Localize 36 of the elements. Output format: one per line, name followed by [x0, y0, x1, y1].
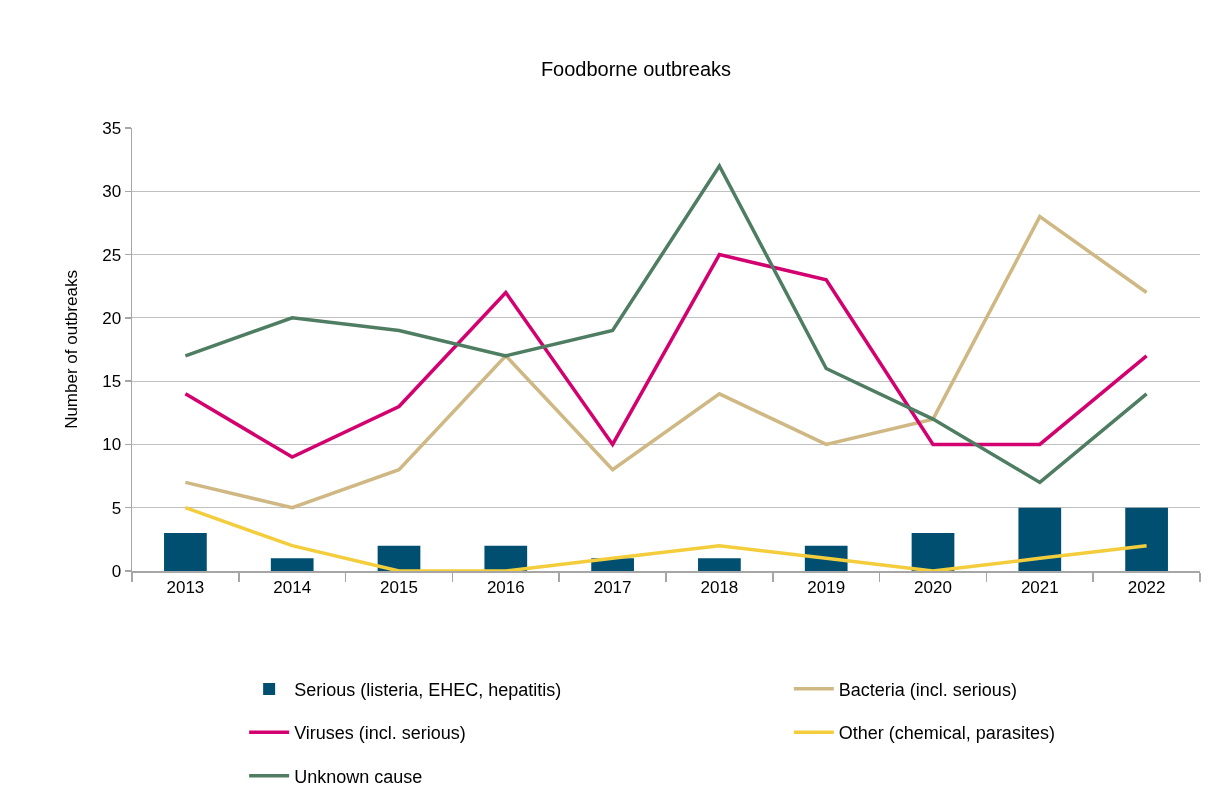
x-tick-label: 2020 — [914, 577, 952, 597]
x-tick-label: 2021 — [1020, 577, 1059, 597]
y-tick-label: 25 — [102, 245, 122, 265]
x-tick-label: 2014 — [273, 577, 312, 597]
bar — [164, 533, 207, 571]
bar — [484, 545, 528, 571]
y-axis-title: Number of outbreaks — [61, 270, 81, 429]
y-tick-label: 5 — [111, 498, 122, 518]
x-tick-label: 2019 — [807, 577, 846, 597]
x-tick-label: 2013 — [166, 577, 205, 597]
y-tick-label: 15 — [102, 372, 122, 392]
line-series — [183, 164, 1149, 485]
line-series — [183, 505, 1149, 571]
legend-label: Other (chemical, parasites) — [838, 723, 1055, 744]
y-tick-label: 20 — [102, 308, 122, 328]
x-tick-label: 2017 — [593, 577, 632, 597]
y-tick-label: 30 — [102, 182, 122, 202]
line-series — [183, 214, 1149, 510]
legend-label: Serious (listeria, EHEC, hepatitis) — [294, 679, 562, 700]
legend-label: Viruses (incl. serious) — [294, 723, 466, 744]
x-tick-label: 2018 — [700, 577, 739, 597]
bar — [911, 533, 955, 571]
bar — [270, 558, 314, 571]
legend-label: Unknown cause — [294, 766, 423, 787]
bar — [1125, 507, 1168, 571]
bar — [698, 558, 741, 571]
line-series — [183, 252, 1149, 459]
chart-title: Foodborne outbreaks — [540, 57, 732, 80]
bar — [1018, 507, 1062, 571]
x-tick-label: 2015 — [380, 577, 418, 597]
x-tick-label: 2022 — [1127, 577, 1166, 597]
y-tick-label: 0 — [111, 561, 122, 581]
y-tick-label: 35 — [102, 118, 122, 138]
x-tick-label: 2016 — [486, 577, 525, 597]
y-tick-label: 10 — [102, 435, 122, 455]
legend-label: Bacteria (incl. serious) — [838, 679, 1017, 700]
